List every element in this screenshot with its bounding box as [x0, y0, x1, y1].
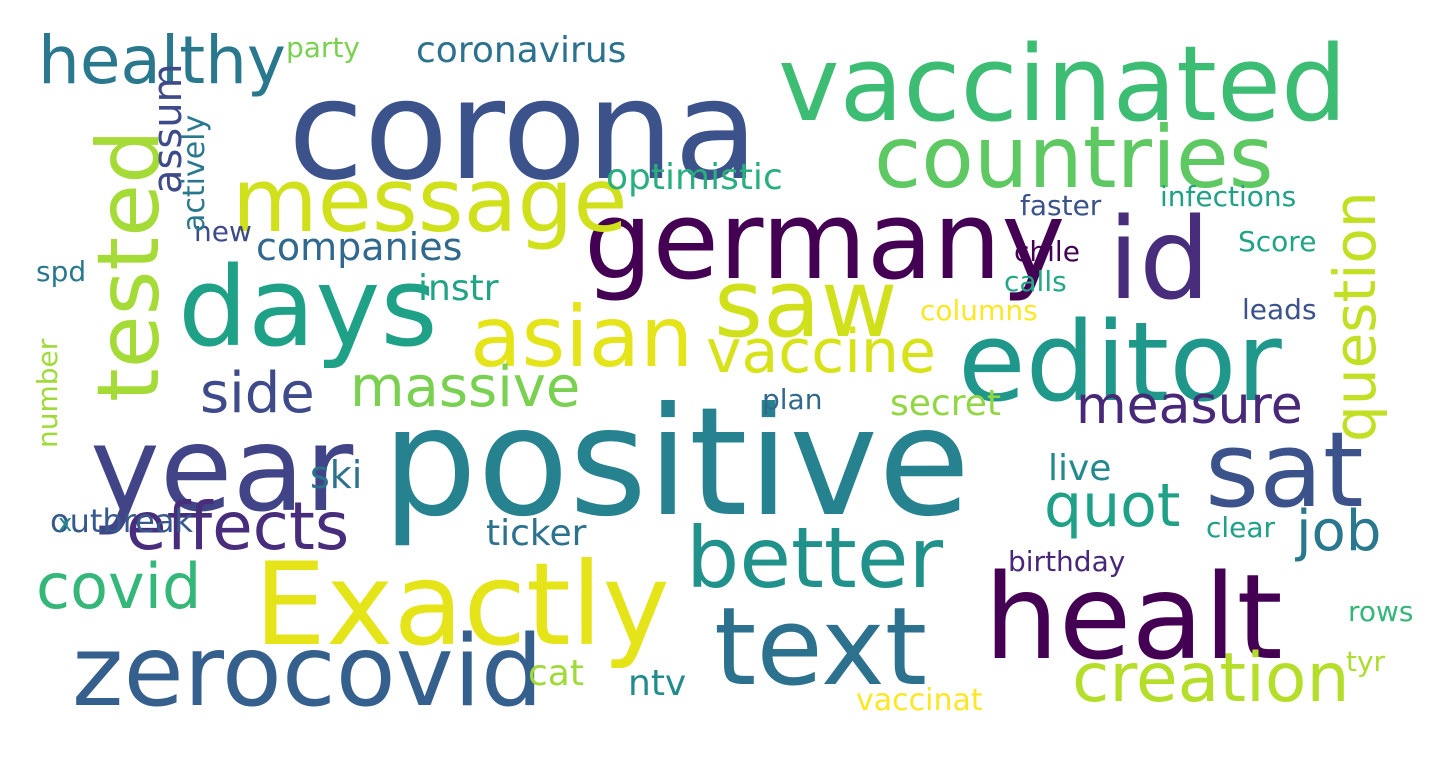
word: vaccinated	[778, 23, 1347, 145]
word: ticker	[486, 513, 587, 554]
word: better	[686, 509, 944, 607]
word: effects	[126, 488, 350, 565]
word: optimistic	[606, 157, 783, 198]
word: clear	[1206, 511, 1276, 544]
word: new	[194, 215, 252, 248]
word-vertical: actively	[177, 114, 212, 232]
word: x	[58, 509, 73, 537]
word: birthday	[1008, 545, 1126, 578]
word: corona	[288, 50, 759, 211]
word: measure	[1076, 376, 1303, 436]
word: text	[714, 585, 928, 710]
word: ntv	[628, 663, 687, 704]
word: countries	[874, 108, 1274, 208]
word: companies	[256, 225, 463, 269]
word: days	[178, 243, 438, 371]
word: germany	[584, 179, 1066, 304]
word: message	[232, 149, 628, 252]
word: covid	[36, 550, 202, 623]
word: quot	[1044, 471, 1181, 541]
word: chile	[1014, 235, 1080, 268]
word-vertical: number	[31, 338, 64, 448]
word: side	[200, 361, 315, 426]
word: cat	[528, 653, 584, 694]
word: ski	[310, 453, 363, 497]
word: saw	[714, 250, 898, 359]
word: outbreak	[50, 502, 193, 540]
word: Score	[1238, 225, 1317, 258]
word: leads	[1242, 293, 1317, 326]
word: Exactly	[254, 538, 670, 671]
word: rows	[1348, 595, 1414, 628]
word: sat	[1205, 409, 1364, 531]
word: year	[90, 400, 354, 538]
word: faster	[1020, 189, 1102, 222]
word-vertical: question	[1321, 191, 1389, 442]
word: job	[1296, 499, 1382, 564]
word: editor	[958, 298, 1282, 426]
word: columns	[920, 294, 1038, 327]
word: secret	[890, 383, 1001, 424]
word: creation	[1072, 639, 1350, 718]
word: healthy	[38, 22, 286, 99]
word: infections	[1160, 180, 1297, 213]
word: id	[1108, 195, 1211, 325]
word: healt	[984, 548, 1283, 686]
word: zerocovid	[72, 615, 544, 729]
word: vaccine	[706, 317, 936, 387]
word: positive	[382, 376, 971, 550]
word: vaccinat	[856, 683, 983, 718]
word: asian	[470, 288, 694, 386]
word: instr	[418, 268, 499, 309]
word: live	[1048, 448, 1112, 489]
word: tyr	[1346, 645, 1386, 678]
word: calls	[1004, 265, 1067, 298]
word: spd	[36, 255, 87, 288]
word: massive	[350, 355, 581, 420]
word: party	[286, 31, 360, 64]
word: plan	[762, 383, 823, 416]
word: coronavirus	[416, 30, 627, 71]
